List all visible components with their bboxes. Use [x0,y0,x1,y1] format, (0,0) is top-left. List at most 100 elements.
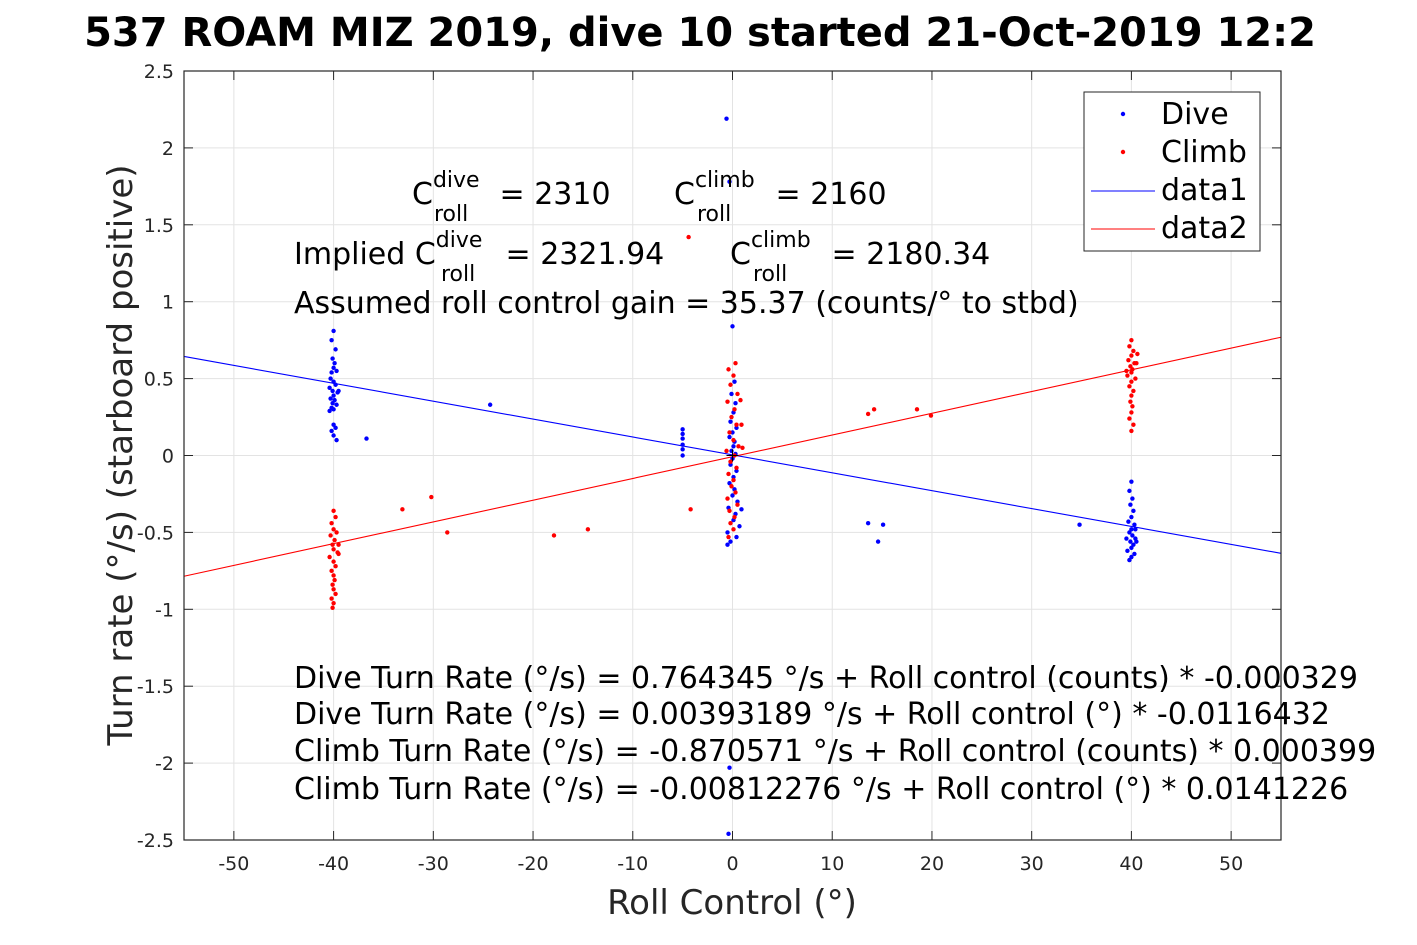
dive-point [732,379,737,384]
climb-point [333,564,338,569]
c-roll-dive-prefix: C [412,177,433,212]
climb-point [329,596,334,601]
climb-point [331,573,336,578]
climb-point [1133,376,1138,381]
implied-climb-sup: climb [751,228,811,253]
dive-point [333,347,338,352]
dive-point [331,407,336,412]
dive-point [331,365,336,371]
x-tick-label: -40 [318,853,349,875]
climb-point [400,507,405,512]
y-tick-label: 2 [162,138,174,160]
climb-point [1130,404,1135,409]
dive-point [734,468,739,474]
climb-point [1126,357,1131,363]
dive-point [727,434,732,440]
dive-point [1127,488,1132,494]
legend-box [1083,91,1261,252]
climb-point [1124,368,1129,374]
implied-c-roll-annotation: Implied Cdive roll = 2321.94 [294,228,664,287]
climb-point [1129,353,1134,358]
climb-point [330,542,335,547]
dive-point [328,376,333,381]
chart-title: 537 ROAM MIZ 2019, dive 10 started 21-Oc… [84,10,1316,56]
dive-point [875,539,881,544]
dive-point [1126,519,1131,524]
dive-point [1129,514,1134,520]
c-roll-dive-sub: roll [434,202,468,227]
climb-point [727,508,732,514]
x-tick-label: -50 [218,853,249,875]
dive-point [1077,522,1082,527]
climb-point [1129,428,1134,434]
dive-point [1132,522,1137,527]
implied-climb-value: = 2180.34 [822,237,990,272]
dive-point [1124,536,1129,541]
c-roll-dive-annotation: Cdive roll = 2310 [412,168,611,227]
dive-point [729,448,734,454]
climb-point [871,407,877,412]
x-tick-label: -30 [418,853,449,875]
implied-dive-prefix: Implied C [294,237,436,272]
climb-point [1127,384,1132,389]
c-roll-climb-sup: climb [695,168,755,193]
dive-point [724,116,729,121]
c-roll-climb-annotation: Cclimb roll = 2160 [674,168,887,227]
dive-point [734,425,739,431]
y-tick-label: 1.5 [144,215,174,237]
dive-point [331,328,336,334]
legend: Dive Climb data1 data2 [1083,91,1261,252]
climb-point [1131,422,1136,427]
dive-point [680,447,685,452]
climb-point [1128,399,1133,404]
climb-point [331,547,336,552]
dive-point [1127,530,1132,535]
climb-point [740,445,745,451]
legend-data2-label: data2 [1161,211,1248,246]
climb-point [726,534,731,540]
dive-point [727,765,732,770]
legend-dive-marker [1120,111,1126,117]
data-points [327,116,1140,837]
dive-point [364,436,369,441]
dive-point [333,425,338,431]
y-tick-label: -1.5 [137,676,174,698]
dive-point [730,324,735,329]
legend-climb-label: Climb [1161,135,1247,170]
dive-point [739,507,744,512]
climb-point [1129,337,1134,343]
dive-point [331,393,336,398]
climb-point [331,527,336,532]
y-tick-label: 1 [162,292,174,314]
dive-point [331,433,336,438]
x-tick-label: 40 [1119,853,1143,875]
legend-data1-label: data1 [1161,173,1248,208]
climb-point [331,600,336,606]
climb-point [728,520,733,526]
climb-point [914,407,920,412]
dive-point [1125,548,1130,554]
y-axis-label: Turn rate (°/s) (starboard positive) [101,164,141,746]
dive-point [1133,527,1138,532]
implied-c-roll-climb-annotation: Cclimb roll = 2180.34 [730,228,990,287]
climb-point [729,414,734,420]
climb-point [336,542,341,547]
x-tick-label: -10 [617,853,648,875]
climb-point [725,399,730,404]
dive-point [728,462,733,467]
dive-point [725,542,730,547]
climb-point [1127,344,1132,349]
equation-dive-degrees: Dive Turn Rate (°/s) = 0.00393189 °/s + … [294,697,1330,732]
equation-climb-counts: Climb Turn Rate (°/s) = -0.870571 °/s + … [294,734,1376,769]
climb-point [329,568,334,574]
y-tick-label: 0.5 [144,369,174,391]
dive-point [487,402,493,407]
dive-point [333,382,338,387]
climb-point [725,496,730,501]
dive-point [1128,502,1133,507]
climb-point [726,471,731,477]
dive-point [330,356,335,361]
dive-point [1130,496,1135,501]
legend-climb-marker [1120,149,1126,155]
roll-gain-annotation: Assumed roll control gain = 35.37 (count… [294,286,1079,321]
